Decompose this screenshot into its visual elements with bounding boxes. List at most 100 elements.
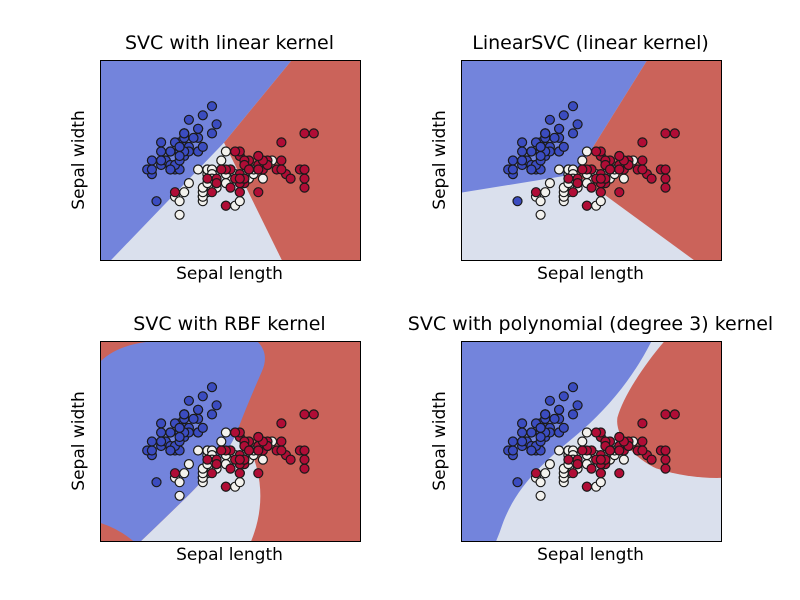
- data-point-class-2: [595, 187, 606, 198]
- data-point-class-2: [646, 454, 657, 465]
- data-point-class-2: [243, 445, 255, 456]
- data-point-class-2: [169, 187, 181, 198]
- data-point-class-0: [535, 422, 546, 434]
- data-point-class-1: [595, 196, 606, 207]
- data-point-class-0: [179, 409, 190, 420]
- data-point-class-2: [586, 463, 597, 474]
- data-point-class-2: [595, 173, 606, 184]
- data-point-class-2: [299, 463, 310, 474]
- data-point-class-2: [660, 409, 671, 420]
- decision-region-blue: [101, 61, 292, 260]
- data-point-class-0: [526, 445, 537, 456]
- data-point-class-1: [553, 445, 565, 456]
- data-point-class-1: [553, 164, 565, 175]
- data-point-class-0: [567, 382, 579, 393]
- data-point-class-2: [216, 445, 227, 456]
- data-point-class-2: [234, 173, 245, 184]
- data-point-class-0: [553, 404, 565, 415]
- data-point-class-1: [544, 458, 556, 470]
- data-point-class-1: [577, 436, 588, 447]
- data-point-class-2: [234, 468, 245, 479]
- data-point-class-0: [165, 445, 176, 456]
- data-point-class-2: [660, 463, 671, 474]
- y-axis-label: Sepal width: [430, 109, 450, 210]
- data-point-class-0: [507, 155, 519, 166]
- data-point-class-2: [225, 182, 236, 193]
- decision-surface-plot: [100, 341, 361, 542]
- y-axis-label: Sepal width: [69, 109, 89, 210]
- data-point-class-2: [285, 454, 296, 465]
- data-point-class-0: [516, 436, 528, 447]
- data-point-class-0: [197, 391, 208, 402]
- data-point-class-1: [174, 209, 185, 220]
- data-point-class-0: [512, 477, 523, 488]
- data-point-class-0: [174, 150, 185, 162]
- data-point-class-1: [220, 427, 232, 438]
- data-point-class-0: [516, 418, 528, 429]
- data-point-class-0: [567, 128, 579, 139]
- subplot-svc-rbf: SVC with RBF kernel Sepal length Sepal w…: [69, 313, 361, 565]
- data-point-class-2: [563, 454, 574, 465]
- data-point-class-1: [581, 427, 593, 438]
- y-axis-label: Sepal width: [430, 390, 450, 491]
- subplot-title: SVC with RBF kernel: [133, 313, 326, 335]
- data-point-class-0: [558, 110, 569, 121]
- data-point-class-0: [151, 196, 162, 207]
- data-point-class-0: [165, 146, 176, 157]
- data-point-class-0: [155, 155, 167, 166]
- data-point-class-0: [211, 400, 222, 411]
- data-point-class-0: [179, 128, 190, 139]
- subplot-svc-poly3: SVC with polynomial (degree 3) kernel Se…: [408, 313, 773, 565]
- subplot-title: SVC with linear kernel: [125, 32, 334, 54]
- data-point-class-0: [155, 418, 167, 429]
- data-point-class-2: [276, 164, 287, 175]
- x-axis-label: Sepal length: [176, 545, 283, 565]
- data-point-class-2: [169, 468, 181, 479]
- subplot-svc-linear: SVC with linear kernel Sepal length Sepa…: [69, 32, 361, 284]
- data-point-class-2: [604, 164, 616, 175]
- data-point-class-0: [146, 155, 158, 166]
- data-point-class-2: [276, 155, 287, 166]
- data-point-class-2: [253, 445, 264, 456]
- data-point-class-1: [216, 155, 227, 166]
- data-point-class-1: [179, 468, 190, 479]
- data-point-class-1: [535, 490, 546, 501]
- data-point-class-2: [206, 187, 218, 198]
- data-point-class-2: [660, 164, 671, 175]
- data-point-class-0: [188, 413, 199, 425]
- data-point-class-2: [299, 128, 310, 139]
- data-point-class-2: [234, 187, 245, 198]
- decision-surface-plot: [100, 60, 361, 261]
- data-point-class-0: [192, 123, 204, 134]
- decision-surface-plot: [461, 341, 722, 542]
- data-point-class-0: [572, 119, 583, 130]
- data-point-class-0: [174, 431, 185, 443]
- data-point-class-2: [253, 468, 264, 479]
- data-point-class-2: [572, 177, 583, 189]
- data-point-class-2: [660, 182, 671, 193]
- data-point-class-0: [572, 400, 583, 411]
- data-point-class-2: [614, 468, 625, 479]
- data-point-class-0: [155, 146, 167, 157]
- data-point-class-0: [155, 436, 167, 447]
- data-point-class-0: [516, 146, 528, 157]
- x-axis-label: Sepal length: [176, 264, 283, 284]
- data-point-class-1: [535, 196, 546, 207]
- data-point-class-2: [614, 187, 625, 198]
- data-point-class-0: [544, 114, 556, 125]
- data-point-class-2: [646, 173, 657, 184]
- data-point-class-0: [558, 391, 569, 402]
- data-point-class-2: [637, 137, 648, 148]
- data-point-class-1: [174, 477, 185, 488]
- data-point-class-0: [211, 119, 222, 130]
- data-point-class-0: [558, 141, 569, 153]
- data-point-class-0: [197, 110, 208, 121]
- data-point-class-0: [146, 436, 158, 447]
- data-point-class-0: [146, 164, 158, 175]
- data-point-class-2: [567, 187, 579, 198]
- data-point-class-2: [572, 458, 583, 470]
- data-point-class-1: [234, 477, 245, 488]
- data-point-class-2: [595, 454, 606, 465]
- data-point-class-0: [540, 128, 551, 139]
- data-point-class-1: [257, 454, 268, 465]
